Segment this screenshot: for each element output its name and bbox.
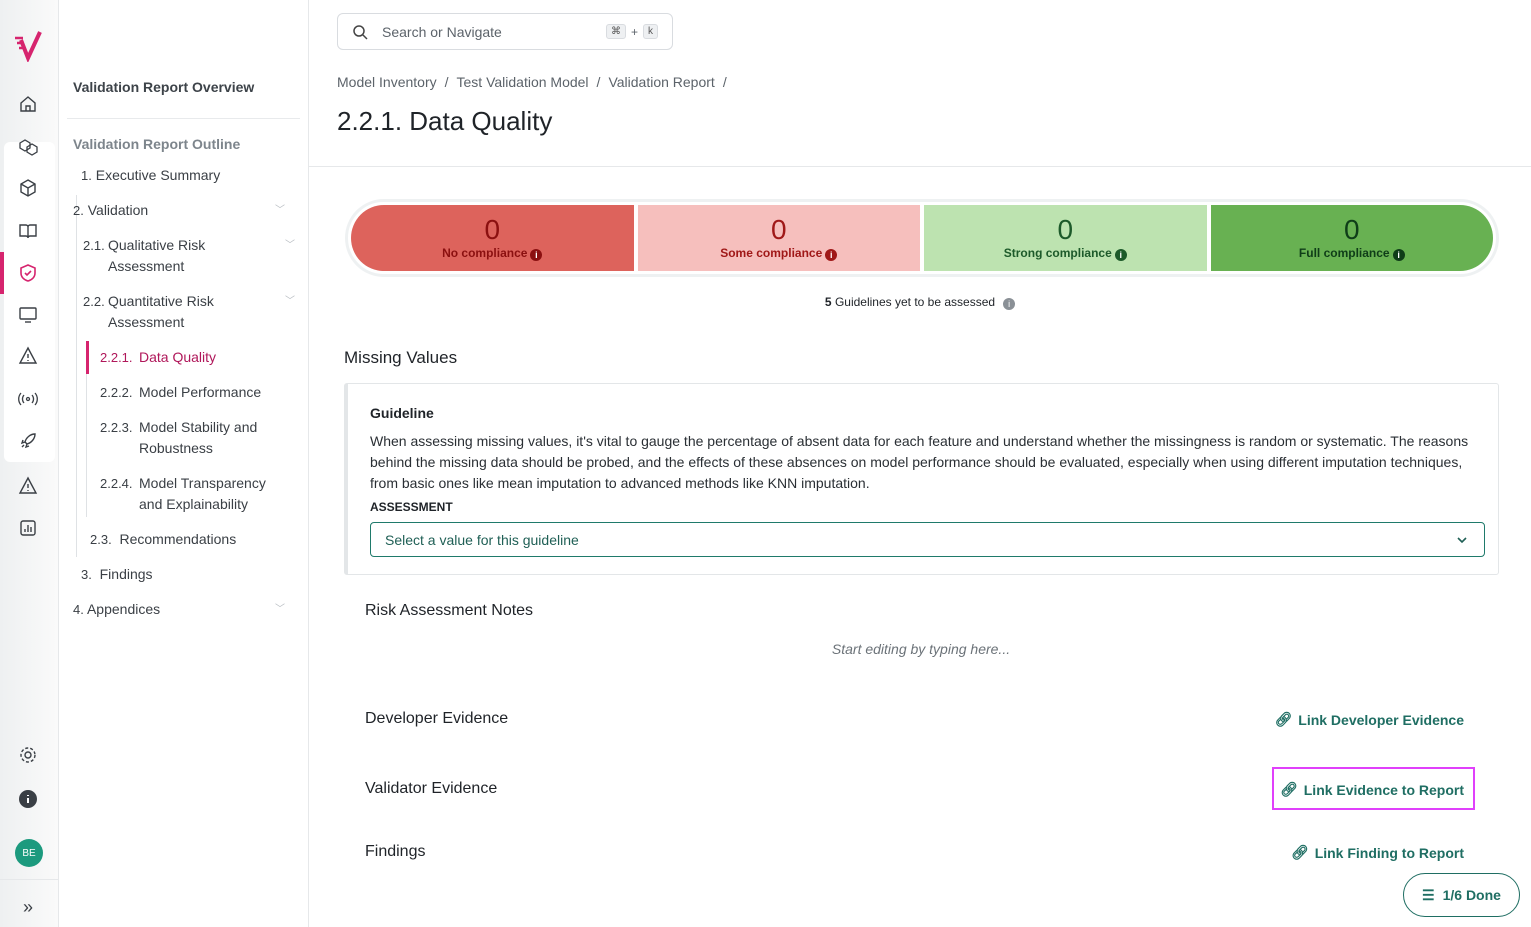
assessment-select[interactable]: Select a value for this guideline [370, 522, 1485, 557]
strong-compliance-box: 0 Strong compliance i [924, 205, 1207, 271]
validator-evidence-title: Validator Evidence [365, 780, 498, 797]
main-content: Search or Navigate ⌘ + k Model Inventory… [309, 0, 1531, 927]
broadcast-icon[interactable] [14, 385, 42, 413]
outline-item-data-quality[interactable]: 2.2.1. Data Quality [100, 349, 217, 365]
chevron-down-icon[interactable]: ﹀ [275, 604, 285, 615]
monitor-icon[interactable] [14, 301, 42, 329]
breadcrumb-model-inventory[interactable]: Model Inventory [337, 74, 437, 90]
outline-item-qualitative[interactable]: 2.1. Qualitative Risk Assessment ﹀ [83, 237, 295, 274]
no-compliance-box: 0 No compliance i [351, 205, 634, 271]
shield-check-icon[interactable] [14, 259, 42, 287]
link-icon: 🔗︎ [1290, 844, 1309, 860]
page-title: 2.2.1. Data Quality [337, 106, 553, 136]
notes-title: Risk Assessment Notes [365, 602, 534, 619]
outline-item-quantitative[interactable]: 2.2. Quantitative Risk Assessment ﹀ [83, 293, 295, 330]
guidelines-remaining: 5 Guidelines yet to be assessed i [309, 295, 1531, 310]
info-icon[interactable]: i [530, 248, 543, 261]
breadcrumb: Model Inventory / Test Validation Model / Va… [337, 74, 727, 90]
link-developer-evidence-button[interactable]: 🔗︎ Link Developer Evidence [1274, 711, 1464, 728]
shortcut-key: k [643, 24, 658, 39]
report-outline-sidebar: Validation Report Overview Validation Re… [59, 0, 309, 927]
outline-item-appendices[interactable]: 4. Appendices ﹀ [73, 599, 303, 620]
progress-button[interactable]: ☰ 1/6 Done [1403, 873, 1520, 917]
link-icon: 🔗︎ [1279, 781, 1298, 797]
chevron-down-icon[interactable]: ﹀ [275, 205, 285, 216]
outline-item-validation[interactable]: 2. Validation ﹀ [73, 200, 303, 221]
expand-sidebar-icon[interactable]: » [22, 896, 33, 917]
full-compliance-box: 0 Full compliance i [1210, 205, 1493, 271]
outline-item-model-stability[interactable]: 2.2.3. Model Stability and Robustness [100, 419, 258, 456]
active-indicator [86, 341, 89, 374]
outline-item-recommendations[interactable]: 2.3. Recommendations [90, 531, 237, 547]
gear-icon[interactable] [14, 741, 42, 769]
cube-icon[interactable] [14, 174, 42, 202]
highlight-box [1272, 767, 1475, 810]
book-icon[interactable] [14, 217, 42, 245]
rocket-icon[interactable] [14, 427, 42, 455]
outline-item-findings[interactable]: 3. Findings [81, 566, 153, 582]
findings-title: Findings [365, 843, 426, 860]
chevron-down-icon[interactable]: ﹀ [285, 240, 295, 251]
search-icon [353, 24, 368, 40]
breadcrumb-report[interactable]: Validation Report [608, 74, 715, 90]
list-icon: ☰ [1422, 886, 1435, 903]
avatar[interactable]: BE [15, 839, 43, 867]
notes-editor[interactable]: Start editing by typing here... [831, 641, 1011, 657]
chevron-down-icon [1457, 536, 1467, 543]
models-icon[interactable] [14, 133, 42, 161]
link-icon: 🔗︎ [1274, 711, 1293, 727]
chevron-down-icon[interactable]: ﹀ [285, 296, 295, 307]
outline-item-model-performance[interactable]: 2.2.2. Model Performance [100, 384, 262, 400]
compliance-summary: 0 No compliance i 0 Some compliance i 0 Stron… [345, 199, 1499, 277]
validmind-logo[interactable] [13, 30, 43, 67]
overview-link[interactable]: Validation Report Overview [73, 79, 255, 95]
active-indicator [0, 252, 4, 294]
guideline-text: When assessing missing values, it's vita… [370, 433, 1469, 491]
warning-icon[interactable] [14, 342, 42, 370]
outline-item-model-transparency[interactable]: 2.2.4. Model Transparency and Explainabil… [100, 475, 266, 512]
developer-evidence-title: Developer Evidence [365, 710, 509, 727]
home-icon[interactable] [14, 90, 42, 118]
info-icon[interactable]: i [825, 248, 838, 261]
outline-item-executive-summary[interactable]: 1. Executive Summary [81, 167, 221, 183]
shortcut-key: ⌘ [605, 24, 626, 39]
icon-rail: BE » [0, 0, 59, 927]
section-title: Missing Values [344, 348, 458, 367]
breadcrumb-model[interactable]: Test Validation Model [456, 74, 589, 90]
chart-icon[interactable] [14, 514, 42, 542]
outline-title: Validation Report Outline [73, 136, 241, 152]
info-icon[interactable] [14, 785, 42, 813]
guideline-card: Guideline When assessing missing values,… [344, 383, 1499, 575]
info-icon[interactable]: i [1392, 248, 1405, 261]
link-evidence-to-report-button[interactable]: 🔗︎ Link Evidence to Report [1279, 781, 1464, 798]
some-compliance-box: 0 Some compliance i [637, 205, 920, 271]
info-icon[interactable]: i [1114, 248, 1127, 261]
link-finding-to-report-button[interactable]: 🔗︎ Link Finding to Report [1290, 844, 1464, 861]
alert-icon[interactable] [14, 472, 42, 500]
search-input[interactable]: Search or Navigate ⌘ + k [337, 13, 673, 50]
info-icon[interactable]: i [1003, 298, 1016, 310]
